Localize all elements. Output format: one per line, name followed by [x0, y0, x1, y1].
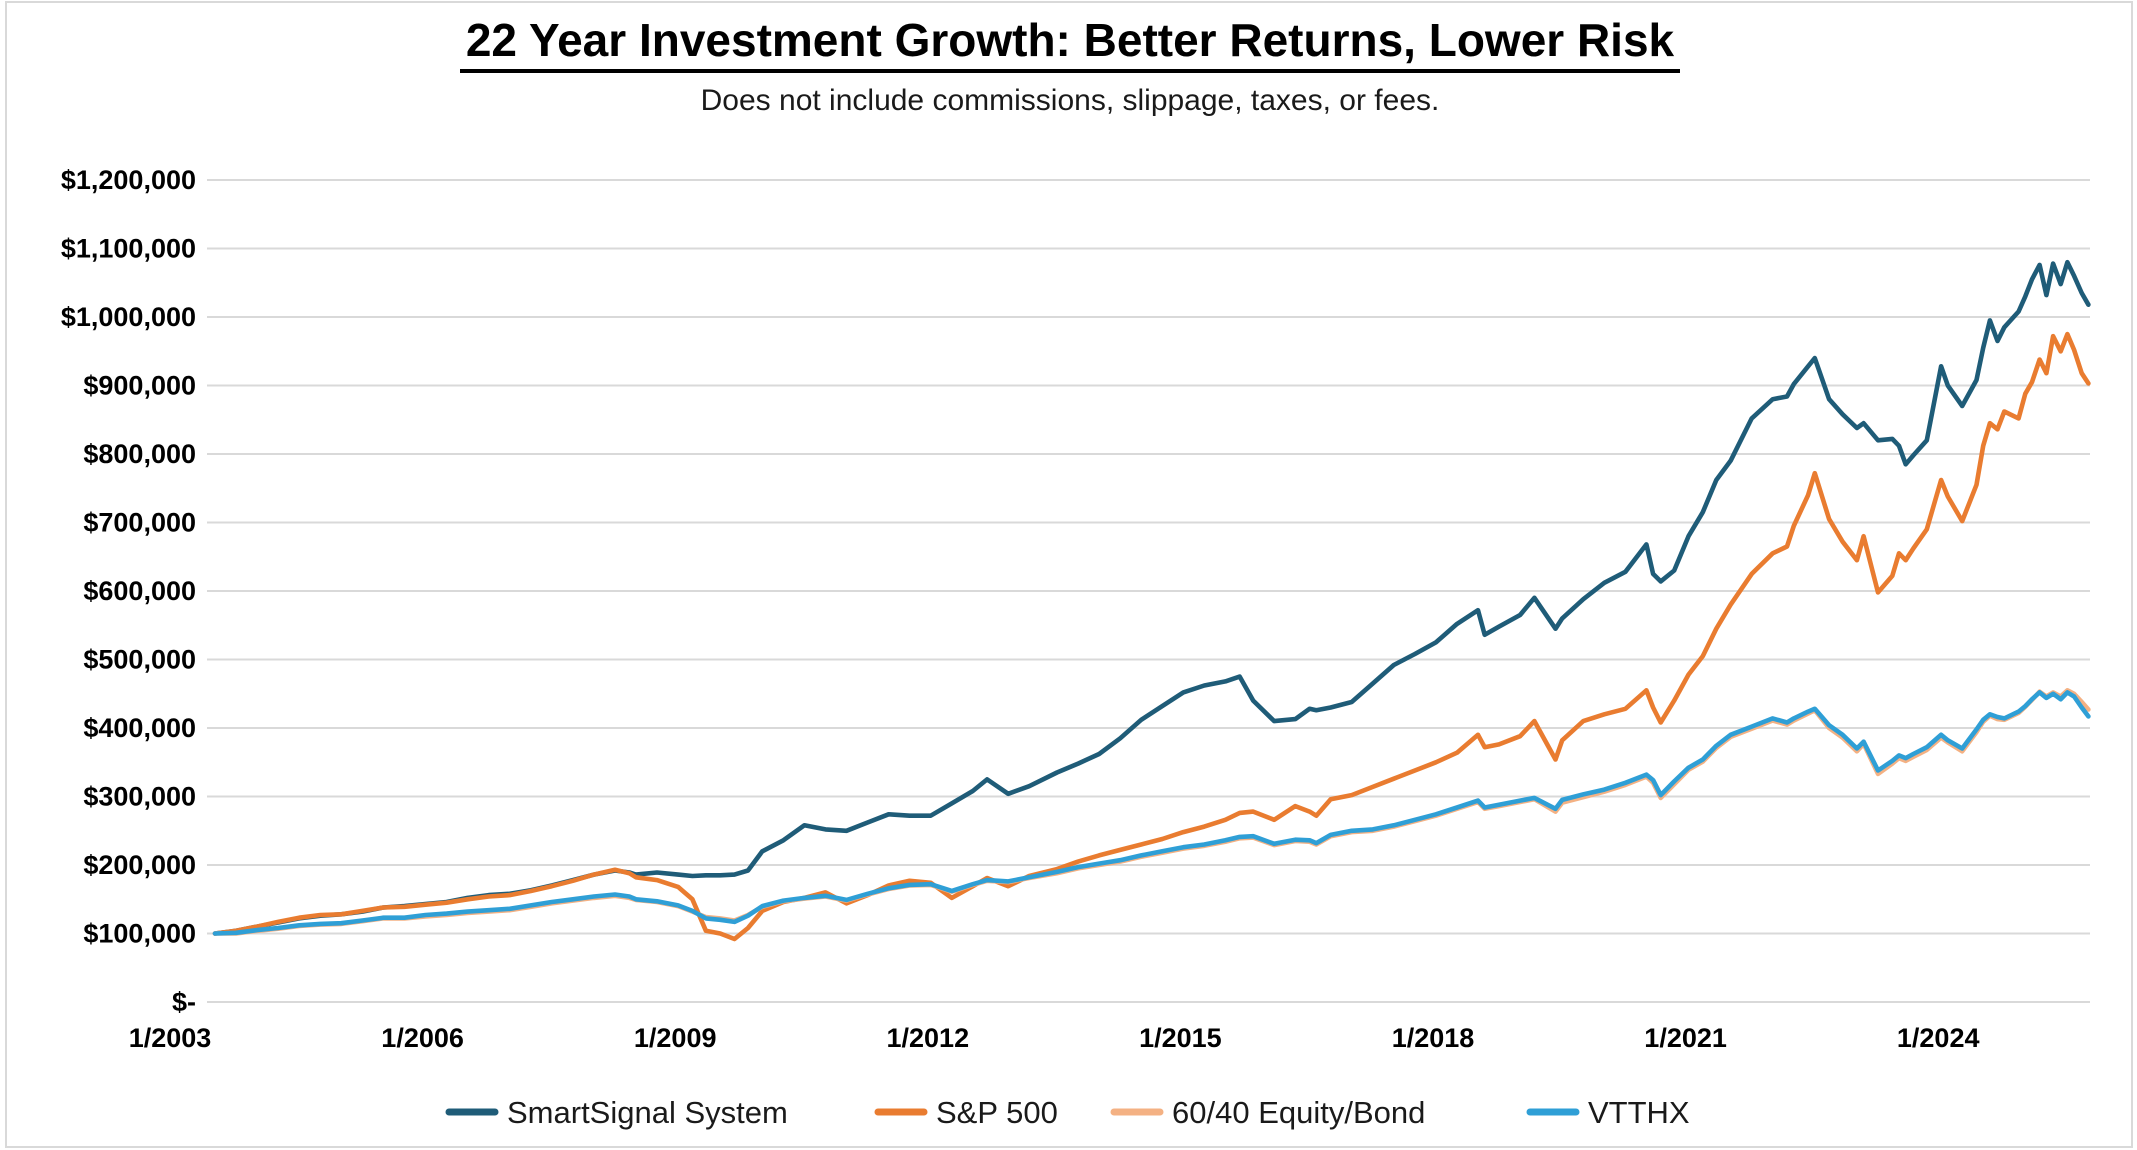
legend-item: S&P 500	[874, 1095, 1058, 1130]
legend-label: VTTHX	[1588, 1095, 1690, 1130]
y-axis-label: $100,000	[83, 919, 196, 949]
x-axis-label: 1/2021	[1644, 1023, 1727, 1053]
x-axis-label: 1/2024	[1897, 1023, 1980, 1053]
gridlines	[215, 179, 2090, 1003]
y-axis-label: $1,100,000	[61, 234, 196, 264]
y-axis-label: $600,000	[83, 576, 196, 606]
legend-item: 60/40 Equity/Bond	[1110, 1095, 1425, 1130]
y-axis-label: $400,000	[83, 713, 196, 743]
x-axis-labels: 1/2003 1/2006 1/2009 1/2012 1/2015 1/2018 1/20…	[129, 1023, 1980, 1053]
x-axis-label: 1/2015	[1139, 1023, 1222, 1053]
legend-item: SmartSignal System	[445, 1095, 788, 1130]
series-lines	[212, 259, 2091, 942]
y-axis-label: $1,200,000	[61, 165, 196, 195]
y-axis-label: $800,000	[83, 439, 196, 469]
y-axis-label: $900,000	[83, 371, 196, 401]
y-axis-label: $200,000	[83, 850, 196, 880]
series-line-s-p-500	[212, 331, 2091, 942]
x-axis-label: 1/2012	[887, 1023, 970, 1053]
y-axis-label: $1,000,000	[61, 302, 196, 332]
chart-border	[5, 1, 2133, 1148]
y-axis-label: $-	[172, 987, 196, 1017]
x-axis-label: 1/2006	[381, 1023, 464, 1053]
legend-label: S&P 500	[936, 1095, 1058, 1130]
legend: SmartSignal System S&P 500 60/40 Equity/Bo…	[445, 1095, 1690, 1130]
series-line-vtthx	[212, 690, 2091, 936]
y-axis-label: $500,000	[83, 645, 196, 675]
x-axis-label: 1/2018	[1392, 1023, 1475, 1053]
y-axis-labels: $- $100,000 $200,000 $300,000 $400,000 $500,0…	[61, 165, 196, 1017]
legend-label: 60/40 Equity/Bond	[1172, 1095, 1425, 1130]
page-title: 22 Year Investment Growth: Better Return…	[466, 14, 1675, 66]
x-axis-label: 1/2003	[129, 1023, 212, 1053]
x-axis-label: 1/2009	[634, 1023, 717, 1053]
chart-subtitle: Does not include commissions, slippage, …	[701, 84, 1440, 117]
y-axis-label: $300,000	[83, 782, 196, 812]
legend-item: VTTHX	[1526, 1095, 1690, 1130]
legend-label: SmartSignal System	[507, 1095, 788, 1130]
y-axis-ticks	[207, 179, 215, 1003]
y-axis-label: $700,000	[83, 508, 196, 538]
